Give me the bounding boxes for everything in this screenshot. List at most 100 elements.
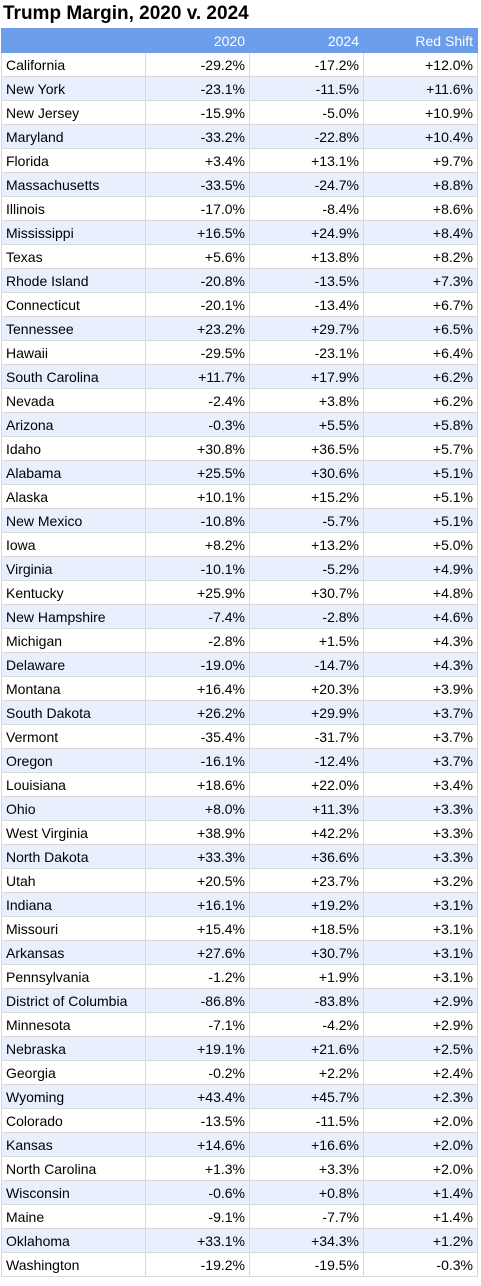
margin-2024-cell[interactable]: +15.2% (249, 484, 364, 509)
red-shift-cell[interactable]: +3.1% (363, 964, 478, 989)
margin-2024-cell[interactable]: +36.5% (249, 436, 364, 461)
red-shift-cell[interactable]: +1.2% (363, 1228, 478, 1253)
margin-2020-cell[interactable]: -9.1% (145, 1204, 250, 1229)
state-cell[interactable]: Oregon (1, 748, 146, 773)
margin-2024-cell[interactable]: -22.8% (249, 124, 364, 149)
red-shift-cell[interactable]: +2.0% (363, 1132, 478, 1157)
margin-2020-cell[interactable]: +14.6% (145, 1132, 250, 1157)
margin-2020-cell[interactable]: -13.5% (145, 1108, 250, 1133)
state-cell[interactable]: Oklahoma (1, 1228, 146, 1253)
state-cell[interactable]: Arizona (1, 412, 146, 437)
margin-2024-cell[interactable]: +13.2% (249, 532, 364, 557)
state-cell[interactable]: North Dakota (1, 844, 146, 869)
state-cell[interactable]: Colorado (1, 1108, 146, 1133)
red-shift-cell[interactable]: +7.3% (363, 268, 478, 293)
margin-2024-cell[interactable]: -5.0% (249, 100, 364, 125)
state-cell[interactable]: Pennsylvania (1, 964, 146, 989)
margin-2020-cell[interactable]: +11.7% (145, 364, 250, 389)
margin-2024-cell[interactable]: -12.4% (249, 748, 364, 773)
state-cell[interactable]: Indiana (1, 892, 146, 917)
state-cell[interactable]: New Mexico (1, 508, 146, 533)
margin-2020-cell[interactable]: +30.8% (145, 436, 250, 461)
state-cell[interactable]: District of Columbia (1, 988, 146, 1013)
red-shift-cell[interactable]: +2.4% (363, 1060, 478, 1085)
margin-2024-cell[interactable]: +3.8% (249, 388, 364, 413)
margin-2024-cell[interactable]: +5.5% (249, 412, 364, 437)
margin-2020-cell[interactable]: -0.3% (145, 412, 250, 437)
margin-2024-cell[interactable]: +11.3% (249, 796, 364, 821)
state-cell[interactable]: Kansas (1, 1132, 146, 1157)
margin-2020-cell[interactable]: +8.0% (145, 796, 250, 821)
red-shift-cell[interactable]: +2.0% (363, 1108, 478, 1133)
margin-2024-cell[interactable]: +29.7% (249, 316, 364, 341)
state-cell[interactable]: Alabama (1, 460, 146, 485)
red-shift-cell[interactable]: +6.2% (363, 388, 478, 413)
margin-2020-cell[interactable]: +27.6% (145, 940, 250, 965)
margin-2020-cell[interactable]: +3.4% (145, 148, 250, 173)
red-shift-cell[interactable]: +5.1% (363, 460, 478, 485)
state-cell[interactable]: Wyoming (1, 1084, 146, 1109)
red-shift-cell[interactable]: +9.7% (363, 148, 478, 173)
state-cell[interactable]: Mississippi (1, 220, 146, 245)
state-cell[interactable]: Alaska (1, 484, 146, 509)
margin-2020-cell[interactable]: -20.8% (145, 268, 250, 293)
margin-2020-cell[interactable]: +5.6% (145, 244, 250, 269)
margin-2020-cell[interactable]: -29.2% (145, 52, 250, 77)
state-cell[interactable]: California (1, 52, 146, 77)
red-shift-cell[interactable]: +3.3% (363, 796, 478, 821)
red-shift-cell[interactable]: +2.9% (363, 1012, 478, 1037)
state-cell[interactable]: Tennessee (1, 316, 146, 341)
red-shift-cell[interactable]: +10.4% (363, 124, 478, 149)
red-shift-cell[interactable]: +5.0% (363, 532, 478, 557)
margin-2024-cell[interactable]: +22.0% (249, 772, 364, 797)
state-cell[interactable]: New York (1, 76, 146, 101)
margin-2020-cell[interactable]: -7.4% (145, 604, 250, 629)
margin-2024-cell[interactable]: -11.5% (249, 1108, 364, 1133)
margin-2024-cell[interactable]: -83.8% (249, 988, 364, 1013)
state-cell[interactable]: Wisconsin (1, 1180, 146, 1205)
red-shift-cell[interactable]: +6.2% (363, 364, 478, 389)
margin-2024-cell[interactable]: +23.7% (249, 868, 364, 893)
state-cell[interactable]: Illinois (1, 196, 146, 221)
margin-2020-cell[interactable]: -7.1% (145, 1012, 250, 1037)
state-cell[interactable]: Idaho (1, 436, 146, 461)
margin-2024-cell[interactable]: -7.7% (249, 1204, 364, 1229)
state-cell[interactable]: Rhode Island (1, 268, 146, 293)
red-shift-cell[interactable]: +8.4% (363, 220, 478, 245)
margin-2020-cell[interactable]: +19.1% (145, 1036, 250, 1061)
margin-2024-cell[interactable]: +0.8% (249, 1180, 364, 1205)
state-cell[interactable]: Virginia (1, 556, 146, 581)
state-cell[interactable]: Massachusetts (1, 172, 146, 197)
margin-2020-cell[interactable]: -19.0% (145, 652, 250, 677)
margin-2024-cell[interactable]: -4.2% (249, 1012, 364, 1037)
state-cell[interactable]: Georgia (1, 1060, 146, 1085)
margin-2024-cell[interactable]: +3.3% (249, 1156, 364, 1181)
margin-2020-cell[interactable]: +18.6% (145, 772, 250, 797)
state-cell[interactable]: Utah (1, 868, 146, 893)
margin-2024-cell[interactable]: -19.5% (249, 1252, 364, 1277)
state-cell[interactable]: Maryland (1, 124, 146, 149)
margin-2020-cell[interactable]: -29.5% (145, 340, 250, 365)
state-cell[interactable]: Iowa (1, 532, 146, 557)
state-cell[interactable]: North Carolina (1, 1156, 146, 1181)
margin-2024-cell[interactable]: +34.3% (249, 1228, 364, 1253)
margin-2024-cell[interactable]: +20.3% (249, 676, 364, 701)
margin-2020-cell[interactable]: -0.2% (145, 1060, 250, 1085)
state-cell[interactable]: Connecticut (1, 292, 146, 317)
margin-2024-cell[interactable]: +16.6% (249, 1132, 364, 1157)
red-shift-cell[interactable]: +4.3% (363, 628, 478, 653)
margin-2020-cell[interactable]: +10.1% (145, 484, 250, 509)
margin-2020-cell[interactable]: +1.3% (145, 1156, 250, 1181)
margin-2024-cell[interactable]: +36.6% (249, 844, 364, 869)
red-shift-cell[interactable]: +3.9% (363, 676, 478, 701)
header-2024[interactable]: 2024 (249, 28, 364, 53)
state-cell[interactable]: Florida (1, 148, 146, 173)
red-shift-cell[interactable]: +10.9% (363, 100, 478, 125)
state-cell[interactable]: Maine (1, 1204, 146, 1229)
state-cell[interactable]: Vermont (1, 724, 146, 749)
state-cell[interactable]: West Virginia (1, 820, 146, 845)
margin-2020-cell[interactable]: -2.8% (145, 628, 250, 653)
red-shift-cell[interactable]: +4.9% (363, 556, 478, 581)
margin-2020-cell[interactable]: -0.6% (145, 1180, 250, 1205)
margin-2020-cell[interactable]: -15.9% (145, 100, 250, 125)
